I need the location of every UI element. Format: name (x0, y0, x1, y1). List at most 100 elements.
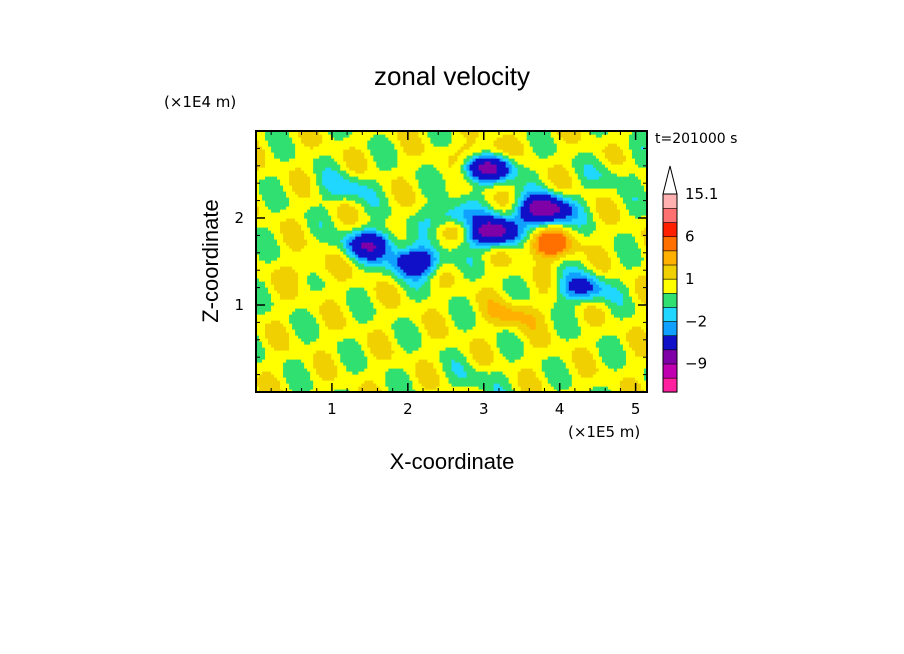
heatmap-cell (367, 344, 371, 348)
heatmap-cell (631, 323, 636, 327)
heatmap-cell (520, 332, 525, 336)
heatmap-cell (598, 338, 603, 342)
heatmap-cell (280, 371, 284, 375)
heatmap-cell (583, 383, 588, 387)
heatmap-cell (451, 347, 456, 351)
heatmap-cell (550, 344, 555, 348)
heatmap-cell (532, 317, 537, 321)
heatmap-cell (313, 347, 317, 351)
heatmap-cell (367, 290, 371, 294)
heatmap-cell (370, 281, 374, 285)
heatmap-cell (622, 380, 627, 384)
heatmap-cell (643, 350, 647, 354)
heatmap-cell (508, 365, 513, 369)
heatmap-cell (310, 365, 314, 369)
heatmap-cell (637, 368, 642, 372)
heatmap-cell (343, 368, 347, 372)
heatmap-cell (502, 386, 507, 390)
heatmap-cell (589, 362, 594, 366)
heatmap-cell (643, 359, 647, 363)
heatmap-cell (541, 335, 546, 339)
heatmap-cell (436, 302, 441, 306)
heatmap-cell (565, 335, 570, 339)
heatmap-cell (511, 338, 516, 342)
heatmap-cell (517, 353, 522, 357)
heatmap-cell (340, 326, 344, 330)
heatmap-cell (490, 389, 495, 392)
heatmap-cell (430, 359, 435, 363)
heatmap-cell (601, 335, 606, 339)
heatmap-cell (310, 314, 314, 318)
heatmap-cell (373, 341, 377, 345)
heatmap-cell (499, 344, 504, 348)
heatmap-cell (298, 311, 302, 315)
heatmap-cell (535, 344, 540, 348)
heatmap-cell (451, 350, 456, 354)
heatmap-cell (481, 299, 486, 303)
heatmap-cell (580, 323, 585, 327)
heatmap-cell (394, 374, 398, 378)
heatmap-cell (289, 350, 293, 354)
heatmap-cell (568, 341, 573, 345)
heatmap-cell (415, 347, 420, 351)
heatmap-cell (415, 386, 420, 390)
heatmap-cell (355, 305, 359, 309)
heatmap-cell (598, 356, 603, 360)
heatmap-cell (508, 368, 513, 372)
heatmap-cell (460, 347, 465, 351)
heatmap-cell (355, 323, 359, 327)
heatmap-cell (583, 377, 588, 381)
heatmap-cell (598, 299, 603, 303)
heatmap-cell (418, 362, 423, 366)
heatmap-cell (328, 350, 332, 354)
heatmap-cell (508, 287, 513, 291)
heatmap-cell (379, 314, 383, 318)
heatmap-cell (385, 341, 389, 345)
heatmap-cell (568, 320, 573, 324)
heatmap-cell (541, 326, 546, 330)
heatmap-cell (346, 296, 350, 300)
heatmap-cell (310, 299, 314, 303)
heatmap-cell (307, 290, 311, 294)
heatmap-cell (424, 320, 429, 324)
heatmap-cell (613, 329, 618, 333)
heatmap-cell (484, 362, 489, 366)
heatmap-cell (562, 308, 567, 312)
heatmap-cell (406, 329, 410, 333)
heatmap-cell (277, 323, 281, 327)
heatmap-cell (499, 308, 504, 312)
heatmap-cell (376, 320, 380, 324)
heatmap-cell (607, 317, 612, 321)
heatmap-cell (508, 278, 513, 282)
heatmap-cell (520, 353, 525, 357)
heatmap-cell (403, 329, 407, 333)
heatmap-cell (406, 377, 410, 381)
heatmap-cell (415, 377, 420, 381)
heatmap-cell (256, 389, 260, 392)
heatmap-cell (322, 353, 326, 357)
heatmap-cell (586, 287, 591, 291)
heatmap-cell (355, 365, 359, 369)
heatmap-cell (298, 344, 302, 348)
heatmap-cell (454, 338, 459, 342)
heatmap-cell (631, 389, 636, 392)
heatmap-cell (601, 305, 606, 309)
heatmap-cell (256, 320, 260, 324)
heatmap-cell (565, 383, 570, 387)
heatmap-cell (544, 299, 549, 303)
heatmap-cell (562, 341, 567, 345)
heatmap-cell (436, 305, 441, 309)
heatmap-cell (466, 341, 471, 345)
heatmap-cell (499, 290, 504, 294)
heatmap-cell (277, 386, 281, 390)
heatmap-cell (310, 323, 314, 327)
heatmap-cell (388, 341, 392, 345)
heatmap-cell (307, 329, 311, 333)
heatmap-cell (289, 314, 293, 318)
heatmap-cell (274, 302, 278, 306)
heatmap-cell (592, 359, 597, 363)
heatmap-cell (583, 329, 588, 333)
heatmap-cell (538, 386, 543, 390)
chart-title: zonal velocity (374, 61, 530, 91)
heatmap-cell (460, 332, 465, 336)
